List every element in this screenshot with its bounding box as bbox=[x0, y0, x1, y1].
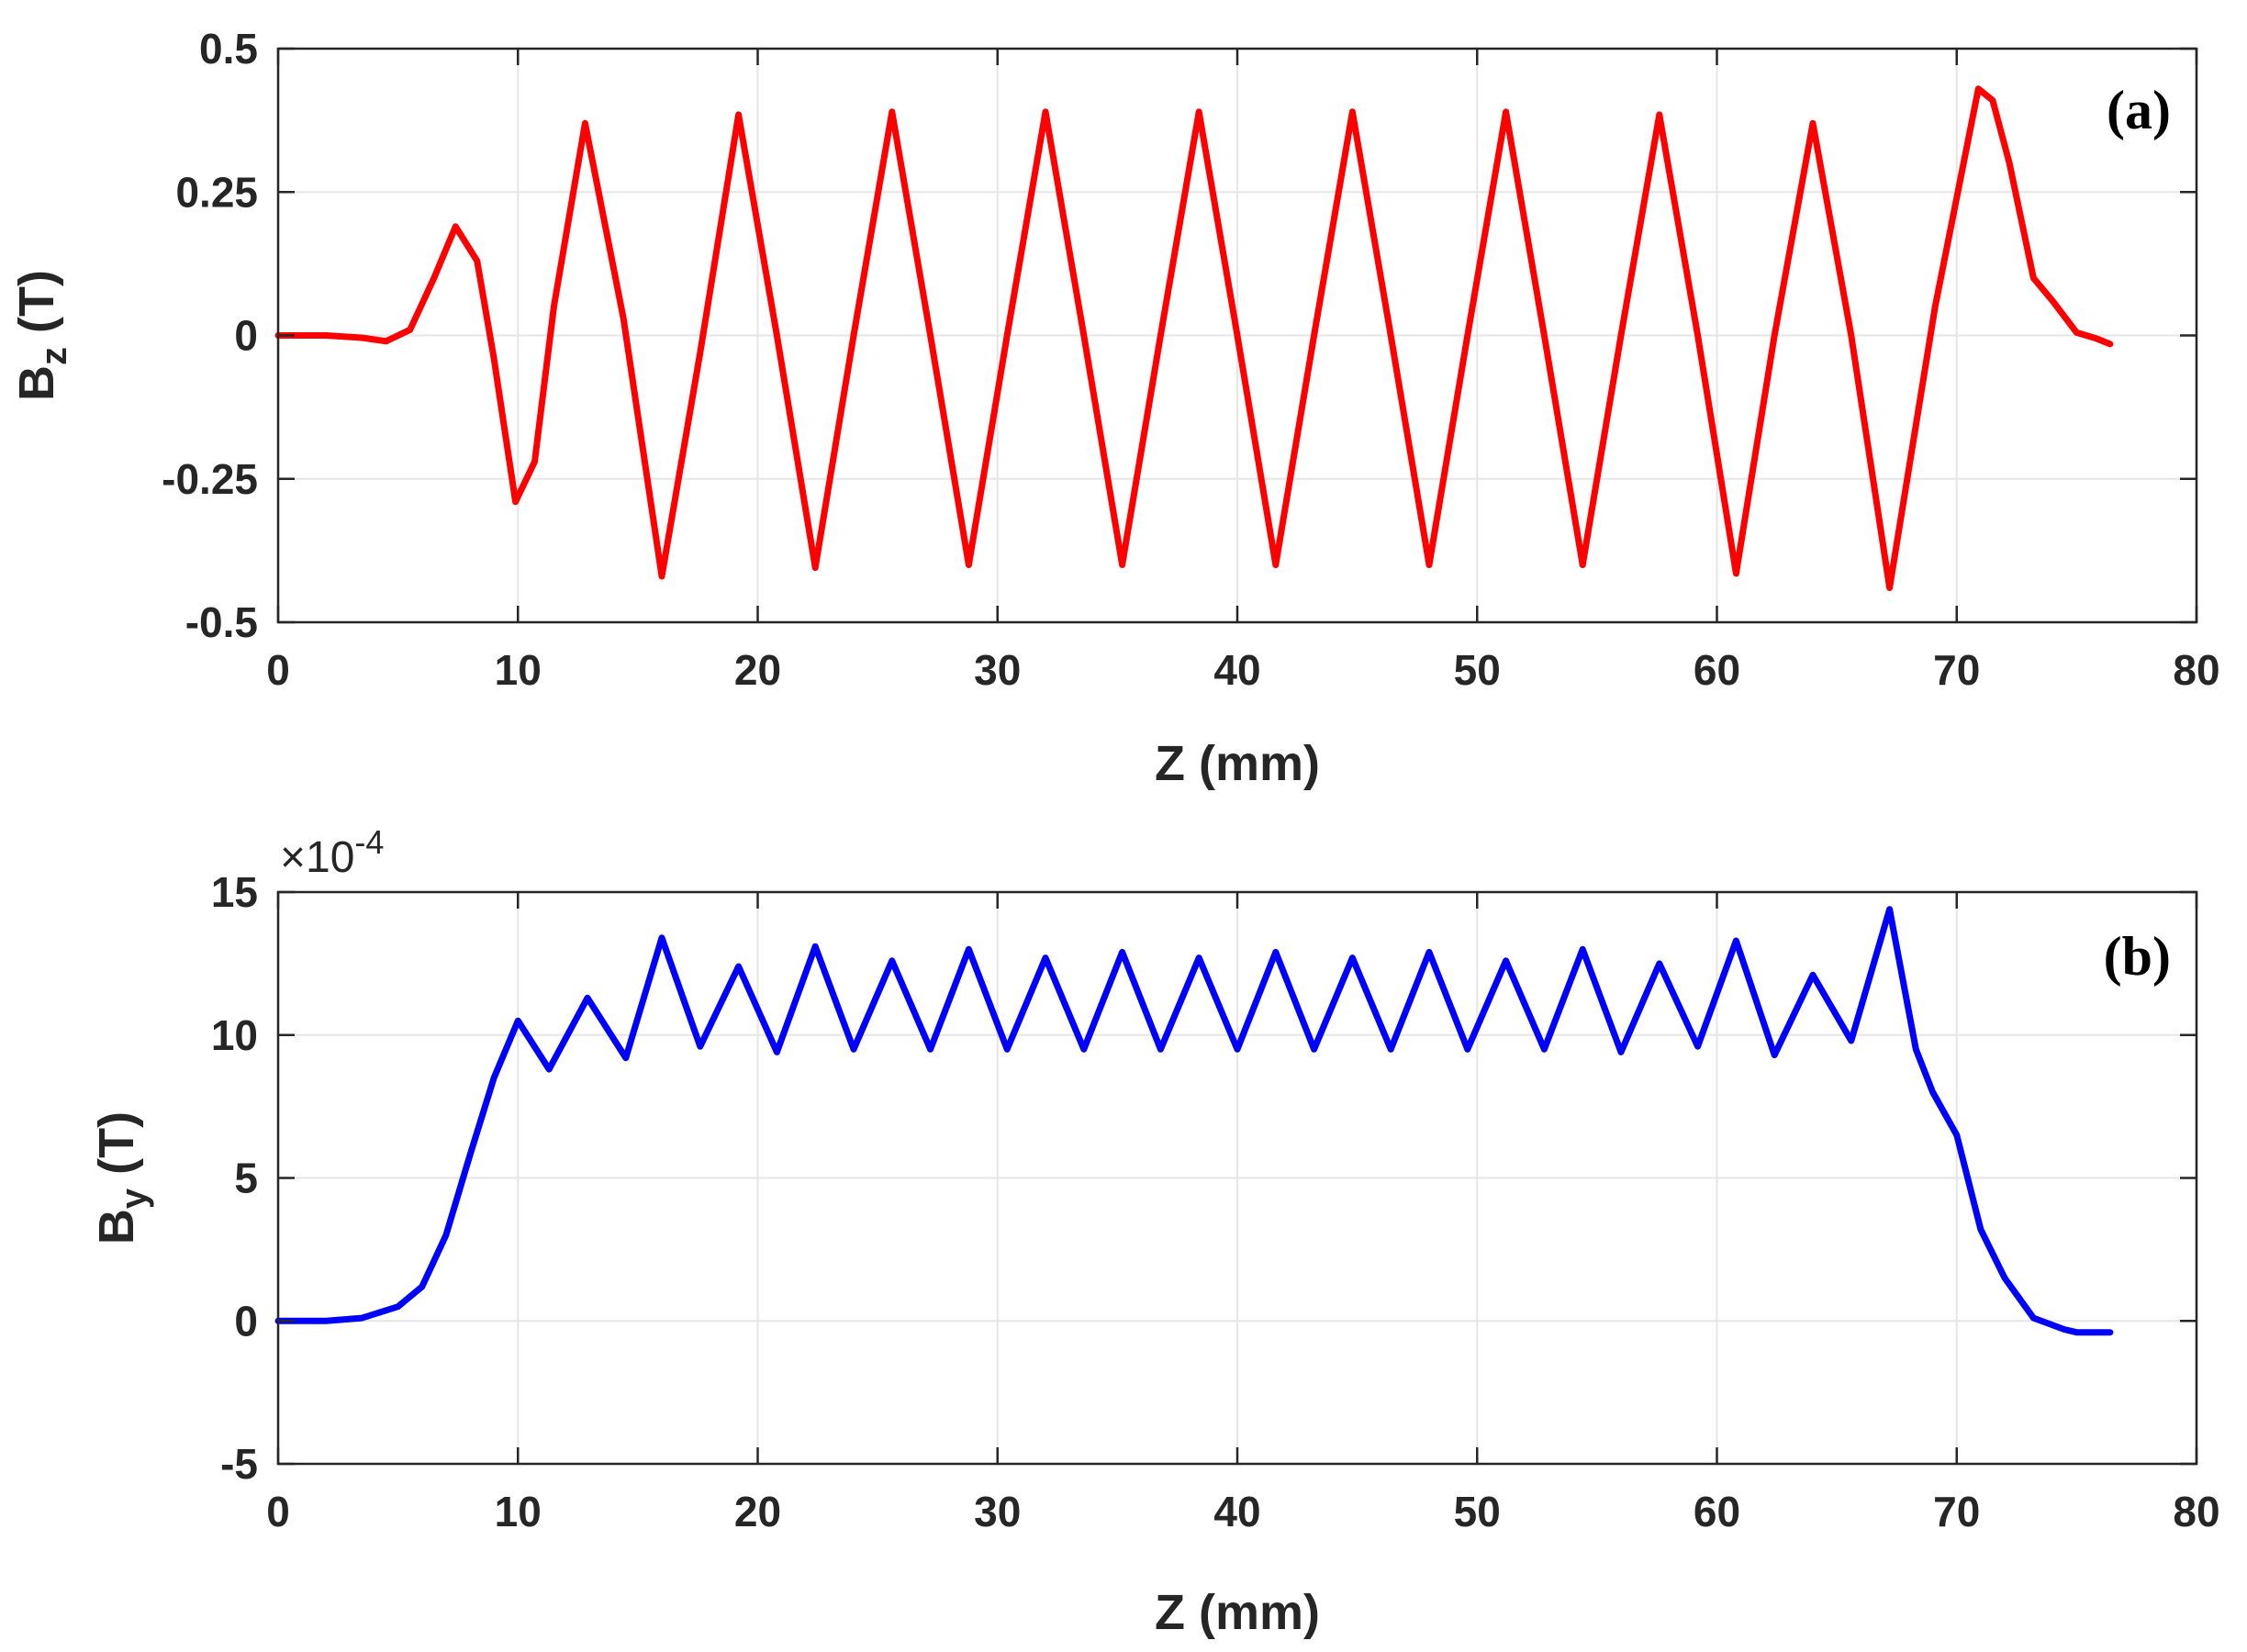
y-tick-label: -0.5 bbox=[185, 598, 258, 646]
x-axis-label: Z (mm) bbox=[1155, 736, 1320, 791]
y-axis-label-subscript: z bbox=[34, 347, 74, 365]
y-tick-label: 0 bbox=[234, 1297, 258, 1345]
y-tick-label: 0.5 bbox=[199, 25, 258, 73]
y-axis-label-unit: (T) bbox=[9, 270, 64, 347]
y-tick-label: 10 bbox=[211, 1011, 258, 1059]
y-tick-label: 5 bbox=[234, 1155, 258, 1202]
x-tick-label: 80 bbox=[2173, 646, 2219, 694]
panel-label: (a) bbox=[2107, 80, 2171, 140]
x-tick-label: 50 bbox=[1454, 1488, 1501, 1535]
axis-multiplier-exponent: -4 bbox=[354, 823, 384, 861]
data-line bbox=[274, 906, 2114, 1336]
x-tick-label: 40 bbox=[1213, 646, 1260, 694]
x-tick-label: 40 bbox=[1213, 1488, 1260, 1535]
y-axis-label-main: B bbox=[89, 1209, 144, 1245]
y-tick-label: -5 bbox=[220, 1440, 258, 1488]
x-axis-label: Z (mm) bbox=[1155, 1585, 1320, 1640]
y-tick-label: 0.25 bbox=[175, 168, 258, 216]
y-axis-label: Bz (T) bbox=[9, 270, 74, 401]
x-tick-label: 10 bbox=[495, 1488, 542, 1535]
x-tick-label: 30 bbox=[974, 1488, 1021, 1535]
y-axis-label-subscript: y bbox=[114, 1188, 154, 1209]
y-tick-label: 15 bbox=[211, 868, 258, 916]
x-tick-label: 0 bbox=[266, 646, 290, 694]
y-tick-label: -0.25 bbox=[162, 455, 258, 503]
panel-a: 0 10 20 30 40 50 60 70 80 0.5 0.25 0 -0.25 -0.5 Z (mm)… bbox=[9, 25, 2220, 791]
x-tick-label: 70 bbox=[1933, 646, 1980, 694]
data-line bbox=[274, 85, 2114, 591]
x-tick-label: 80 bbox=[2173, 1488, 2219, 1535]
y-axis-label-main: B bbox=[9, 365, 64, 401]
x-tick-label: 20 bbox=[734, 646, 781, 694]
y-axis-label-unit: (T) bbox=[89, 1111, 144, 1189]
y-tick-label: 0 bbox=[234, 312, 258, 360]
x-tick-label: 0 bbox=[266, 1488, 290, 1535]
x-tick-label: 60 bbox=[1694, 1488, 1740, 1535]
x-tick-label: 20 bbox=[734, 1488, 781, 1535]
y-axis-label: By (T) bbox=[89, 1111, 154, 1245]
panel-label: (b) bbox=[2104, 926, 2171, 987]
x-tick-label: 50 bbox=[1454, 646, 1501, 694]
axis-multiplier-base: ×10 bbox=[280, 833, 354, 882]
x-tick-label: 70 bbox=[1933, 1488, 1980, 1535]
x-tick-label: 10 bbox=[495, 646, 542, 694]
x-tick-label: 60 bbox=[1694, 646, 1740, 694]
x-tick-label: 30 bbox=[974, 646, 1021, 694]
axis-multiplier: ×10-4 bbox=[280, 823, 384, 882]
